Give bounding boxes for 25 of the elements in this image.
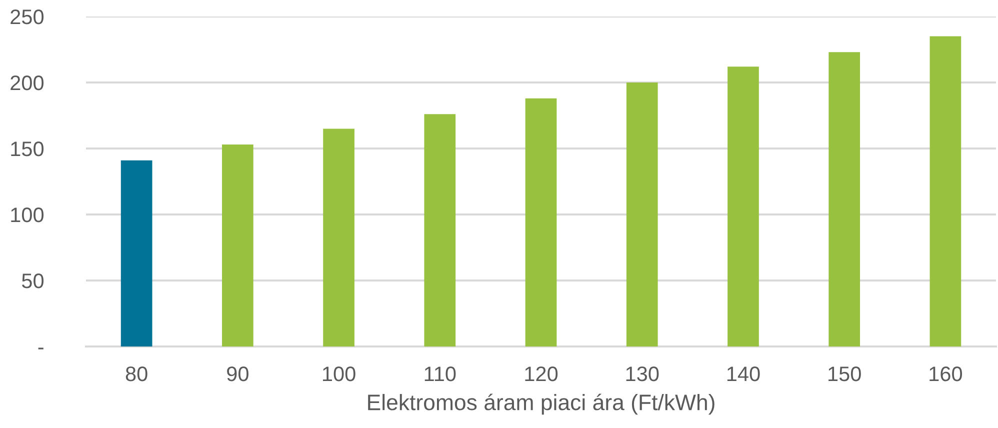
bar — [626, 82, 658, 346]
y-tick-label: 200 — [10, 76, 44, 90]
bar — [525, 98, 557, 346]
bar — [930, 36, 962, 346]
bar — [323, 128, 354, 346]
x-tick-label: 140 — [727, 366, 760, 382]
x-tick-label: 80 — [126, 366, 148, 382]
x-tick-label: 150 — [828, 366, 861, 382]
x-tick-label: 120 — [525, 366, 558, 382]
x-tick-label: 110 — [424, 366, 456, 382]
bar — [828, 52, 860, 346]
y-tick-label: 100 — [11, 208, 44, 222]
x-tick-label: 100 — [322, 366, 356, 382]
x-tick-label: 160 — [930, 366, 962, 382]
x-tick-label: 130 — [626, 366, 659, 382]
y-tick-label: - — [38, 348, 44, 350]
bar — [120, 160, 152, 346]
x-tick-label: 90 — [227, 366, 248, 382]
y-tick-label: 50 — [22, 274, 44, 288]
bar — [222, 144, 254, 346]
bar — [728, 66, 759, 346]
y-tick-label: 150 — [11, 142, 44, 156]
bar — [424, 114, 456, 346]
x-axis-title: Elektromos áram piaci ára (Ft/kWh) — [368, 394, 714, 415]
y-tick-label: 250 — [10, 10, 44, 24]
